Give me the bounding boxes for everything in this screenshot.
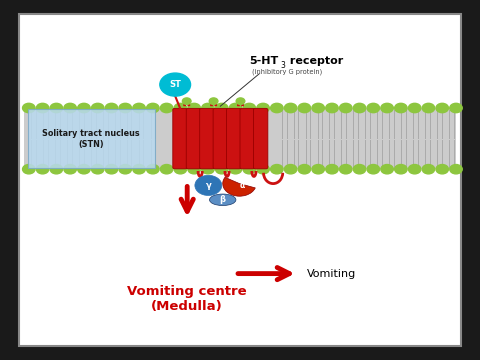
Circle shape: [105, 165, 118, 174]
Circle shape: [367, 165, 380, 174]
FancyBboxPatch shape: [240, 108, 254, 169]
Circle shape: [395, 103, 407, 113]
FancyBboxPatch shape: [227, 108, 241, 169]
Circle shape: [64, 165, 76, 174]
Circle shape: [50, 165, 62, 174]
Circle shape: [105, 103, 118, 113]
Text: 5-HT: 5-HT: [250, 56, 279, 66]
Text: (inhibitory G protein): (inhibitory G protein): [252, 69, 322, 75]
Circle shape: [422, 165, 435, 174]
FancyBboxPatch shape: [200, 108, 214, 169]
Text: (STN): (STN): [78, 140, 104, 149]
Circle shape: [229, 165, 242, 174]
Circle shape: [202, 103, 214, 113]
Circle shape: [436, 103, 448, 113]
Text: β: β: [220, 195, 226, 204]
Circle shape: [160, 73, 191, 96]
FancyBboxPatch shape: [213, 108, 228, 169]
Circle shape: [339, 165, 352, 174]
FancyBboxPatch shape: [253, 108, 268, 169]
Circle shape: [243, 165, 255, 174]
Circle shape: [64, 103, 76, 113]
Circle shape: [298, 103, 311, 113]
Circle shape: [422, 103, 435, 113]
Circle shape: [119, 103, 132, 113]
Circle shape: [312, 103, 324, 113]
Circle shape: [243, 103, 255, 113]
Circle shape: [312, 165, 324, 174]
Bar: [24, 108, 456, 169]
Circle shape: [209, 98, 218, 104]
Circle shape: [284, 103, 297, 113]
Circle shape: [92, 165, 104, 174]
Circle shape: [450, 103, 462, 113]
Text: Vomiting: Vomiting: [307, 269, 357, 279]
Circle shape: [353, 165, 366, 174]
Circle shape: [271, 165, 283, 174]
Text: 3: 3: [281, 61, 286, 70]
Circle shape: [36, 165, 49, 174]
Text: Vomiting centre
(Medulla): Vomiting centre (Medulla): [127, 285, 247, 313]
Circle shape: [92, 103, 104, 113]
Circle shape: [36, 103, 49, 113]
Circle shape: [160, 103, 173, 113]
Circle shape: [381, 103, 393, 113]
Circle shape: [395, 165, 407, 174]
Circle shape: [133, 103, 145, 113]
Text: α: α: [240, 181, 244, 190]
Circle shape: [119, 165, 132, 174]
Text: receptor: receptor: [286, 56, 343, 66]
Circle shape: [174, 165, 187, 174]
Circle shape: [284, 165, 297, 174]
Circle shape: [353, 103, 366, 113]
Circle shape: [146, 165, 159, 174]
Circle shape: [450, 165, 462, 174]
Circle shape: [174, 103, 187, 113]
Wedge shape: [223, 177, 255, 196]
Circle shape: [78, 103, 90, 113]
Ellipse shape: [209, 194, 236, 206]
Text: ST: ST: [169, 80, 181, 89]
Circle shape: [23, 165, 35, 174]
Circle shape: [78, 165, 90, 174]
Circle shape: [160, 165, 173, 174]
Circle shape: [216, 103, 228, 113]
Circle shape: [257, 165, 269, 174]
Circle shape: [202, 165, 214, 174]
Circle shape: [188, 165, 201, 174]
Circle shape: [326, 103, 338, 113]
Circle shape: [188, 103, 201, 113]
Text: Solitary tract nucleus: Solitary tract nucleus: [42, 129, 140, 138]
Circle shape: [257, 103, 269, 113]
Circle shape: [436, 165, 448, 174]
Circle shape: [367, 103, 380, 113]
Circle shape: [146, 103, 159, 113]
Circle shape: [408, 165, 421, 174]
FancyBboxPatch shape: [186, 108, 201, 169]
Circle shape: [195, 175, 222, 195]
FancyBboxPatch shape: [28, 109, 155, 168]
Circle shape: [216, 165, 228, 174]
Circle shape: [236, 98, 245, 104]
Circle shape: [23, 103, 35, 113]
Circle shape: [339, 103, 352, 113]
Circle shape: [229, 103, 242, 113]
Circle shape: [408, 103, 421, 113]
Circle shape: [271, 103, 283, 113]
Text: γ: γ: [205, 181, 211, 190]
Circle shape: [298, 165, 311, 174]
Circle shape: [381, 165, 393, 174]
FancyBboxPatch shape: [19, 14, 461, 346]
FancyBboxPatch shape: [173, 108, 187, 169]
Circle shape: [50, 103, 62, 113]
Circle shape: [133, 165, 145, 174]
Circle shape: [326, 165, 338, 174]
Circle shape: [182, 98, 191, 104]
